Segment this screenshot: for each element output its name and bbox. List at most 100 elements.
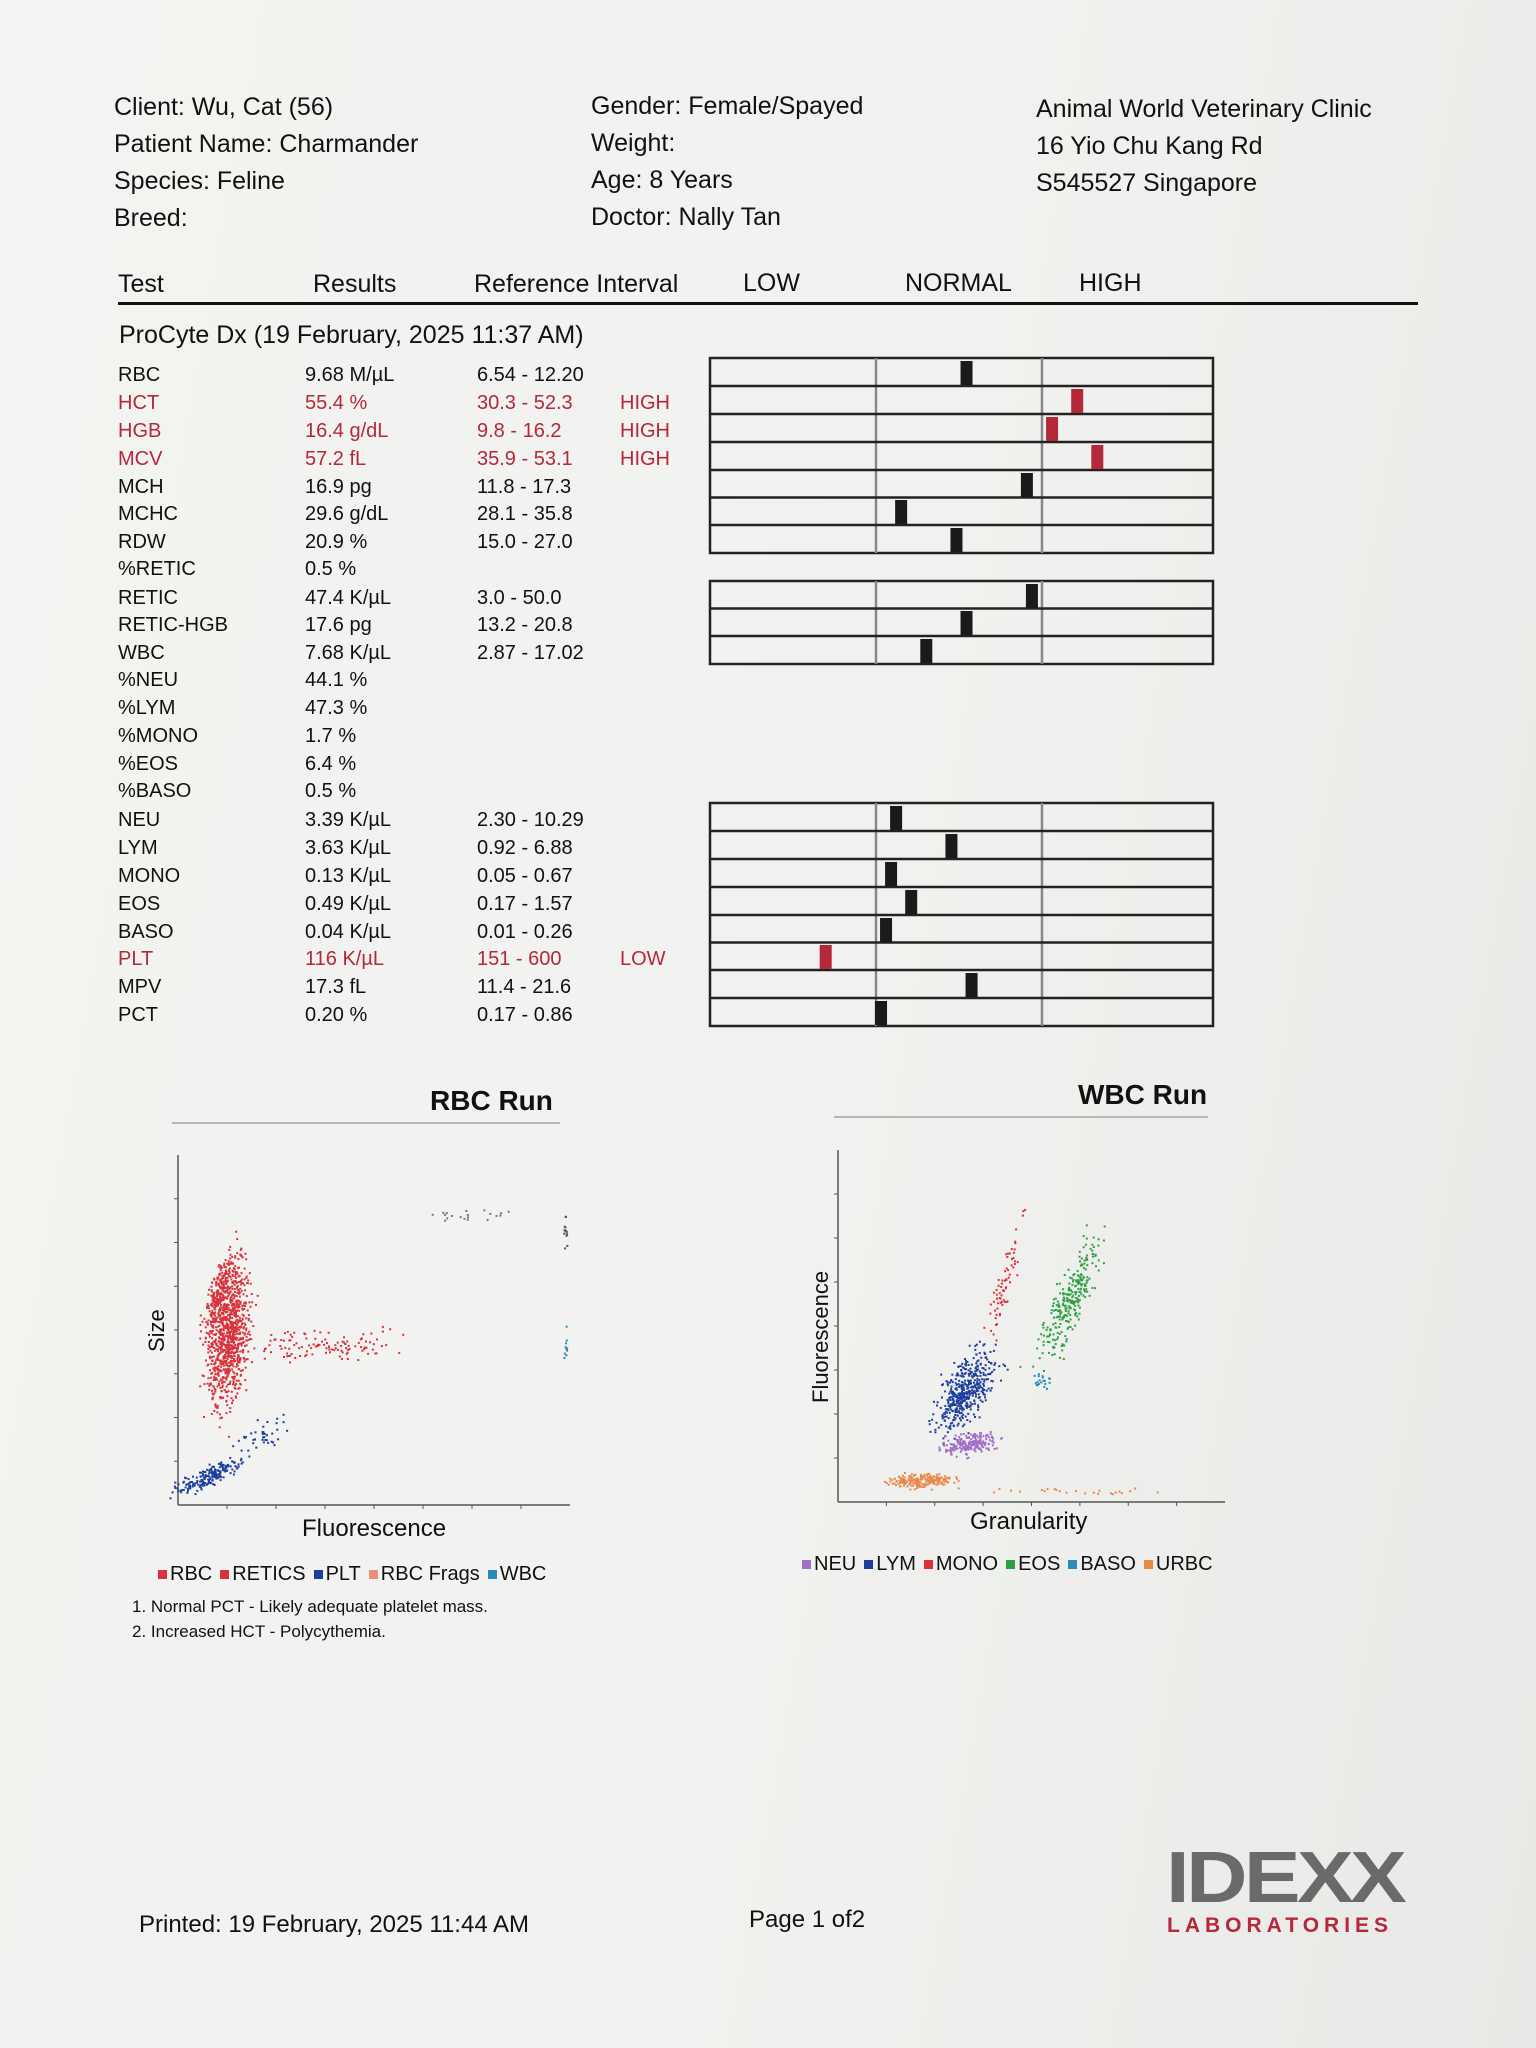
test-name: RETIC-HGB xyxy=(118,614,228,636)
test-name: %EOS xyxy=(118,753,179,775)
col-normal: NORMAL xyxy=(905,269,1012,297)
test-result: 6.4 % xyxy=(305,753,357,775)
result-row: HGB 16.4 g/dL 9.8 - 16.2 HIGH xyxy=(0,420,1536,448)
patient-details: Gender: Female/Spayed Weight: Age: 8 Yea… xyxy=(591,88,863,236)
test-name: MCV xyxy=(118,448,163,470)
col-low: LOW xyxy=(743,269,800,297)
gauge-marker-eos xyxy=(905,890,918,914)
reference-range: 2.30 - 10.29 xyxy=(477,809,584,831)
reference-range: 15.0 - 27.0 xyxy=(477,531,573,553)
legend-swatch xyxy=(1068,1560,1078,1570)
legend-item: EOS xyxy=(1006,1553,1064,1575)
legend-label: URBC xyxy=(1155,1553,1213,1575)
wbc-legend: NEU LYM MONO EOS BASO URBC xyxy=(802,1553,1221,1576)
legend-label: LYM xyxy=(876,1553,916,1575)
col-high: HIGH xyxy=(1079,269,1142,297)
col-results: Results xyxy=(313,270,397,298)
result-row: PLT 116 K/µL 151 - 600 LOW xyxy=(0,948,1536,976)
gauge-marker-rbc xyxy=(960,361,973,385)
reference-range: 3.0 - 50.0 xyxy=(477,587,562,609)
legend-label: BASO xyxy=(1080,1553,1136,1575)
gauge-marker-retic xyxy=(1025,584,1038,608)
legend-swatch xyxy=(864,1560,874,1570)
scatter-cluster xyxy=(431,1209,510,1222)
legend-swatch xyxy=(923,1560,933,1570)
legend-label: EOS xyxy=(1018,1553,1061,1575)
doctor: Doctor: Nally Tan xyxy=(591,203,781,231)
test-name: RBC xyxy=(118,364,161,386)
reference-range: 30.3 - 52.3 xyxy=(477,392,573,414)
rbc-scatter-plot xyxy=(169,1155,570,1509)
scatter-cluster xyxy=(983,1208,1027,1342)
weight: Weight: xyxy=(591,129,676,157)
result-row: RETIC-HGB 17.6 pg 13.2 - 20.8 xyxy=(0,614,1536,642)
scatter-cluster xyxy=(199,1245,240,1347)
test-name: MCHC xyxy=(118,503,178,525)
wbc-x-label: Granularity xyxy=(970,1508,1088,1535)
result-row: MONO 0.13 K/µL 0.05 - 0.67 xyxy=(0,865,1536,893)
reference-range: 6.54 - 12.20 xyxy=(477,364,584,386)
range-gauges xyxy=(708,356,1215,1028)
test-result: 29.6 g/dL xyxy=(305,503,389,525)
gauge-box xyxy=(708,579,1215,666)
reference-range: 0.92 - 6.88 xyxy=(477,837,573,859)
test-name: MONO xyxy=(118,865,181,887)
test-name: PCT xyxy=(118,1004,158,1026)
test-result: 55.4 % xyxy=(305,392,368,414)
scatter-cluster xyxy=(563,1325,569,1359)
test-name: PLT xyxy=(118,948,154,970)
result-row: RETIC 47.4 K/µL 3.0 - 50.0 xyxy=(0,587,1536,615)
test-name: %MONO xyxy=(118,725,198,747)
header-divider xyxy=(118,302,1418,305)
result-row: EOS 0.49 K/µL 0.17 - 1.57 xyxy=(0,893,1536,921)
gauge-marker-wbc xyxy=(920,639,933,663)
result-row: %NEU 44.1 % xyxy=(0,669,1536,697)
gauge-marker-mpv xyxy=(965,973,978,997)
legend-swatch xyxy=(220,1570,230,1580)
wbc-y-label: Fluorescence xyxy=(808,1270,833,1403)
test-name: MPV xyxy=(118,976,162,998)
rbc-legend: RBC RETICS PLT RBC Frags WBC xyxy=(158,1563,554,1586)
reference-range: 13.2 - 20.8 xyxy=(477,614,573,636)
legend-item: RBC Frags xyxy=(368,1563,484,1585)
result-flag: HIGH xyxy=(620,448,670,470)
test-name: NEU xyxy=(118,809,161,831)
legend-item: RETICS xyxy=(220,1563,309,1585)
test-name: WBC xyxy=(118,642,165,664)
legend-swatch xyxy=(158,1570,167,1580)
result-row: LYM 3.63 K/µL 0.92 - 6.88 xyxy=(0,837,1536,865)
notes: 1. Normal PCT - Likely adequate platelet… xyxy=(132,1594,488,1644)
patient-name: Patient Name: Charmander xyxy=(114,130,419,158)
result-row: %RETIC 0.5 % xyxy=(0,558,1536,586)
legend-label: MONO xyxy=(935,1553,999,1575)
test-name: LYM xyxy=(118,837,158,859)
result-flag: HIGH xyxy=(620,392,670,414)
reference-range: 0.17 - 1.57 xyxy=(477,893,573,915)
test-result: 17.6 pg xyxy=(305,614,372,636)
test-result: 57.2 fL xyxy=(305,448,367,470)
note-2: 2. Increased HCT - Polycythemia. xyxy=(132,1622,386,1641)
wbc-title-rule xyxy=(834,1116,1208,1118)
gender: Gender: Female/Spayed xyxy=(591,92,864,120)
rbc-title-rule xyxy=(172,1122,560,1124)
species: Species: Feline xyxy=(114,167,285,195)
legend-item: RBC xyxy=(158,1563,216,1585)
col-test: Test xyxy=(118,270,164,298)
scatter-cluster xyxy=(169,1455,251,1500)
test-result: 0.5 % xyxy=(305,558,357,580)
legend-swatch xyxy=(802,1560,811,1570)
clinic-name: Animal World Veterinary Clinic xyxy=(1036,95,1372,123)
test-name: EOS xyxy=(118,893,161,915)
test-result: 0.13 K/µL xyxy=(305,865,392,887)
test-name: MCH xyxy=(118,476,164,498)
breed: Breed: xyxy=(114,204,188,232)
legend-item: MONO xyxy=(923,1553,1002,1575)
test-result: 16.4 g/dL xyxy=(305,420,389,442)
test-result: 0.04 K/µL xyxy=(305,921,392,943)
test-name: BASO xyxy=(118,921,174,943)
result-flag: HIGH xyxy=(620,420,670,442)
client-info: Client: Wu, Cat (56) Patient Name: Charm… xyxy=(114,89,418,237)
gauge-marker-mono xyxy=(885,862,898,886)
reference-range: 151 - 600 xyxy=(477,948,562,970)
legend-swatch xyxy=(1143,1560,1153,1570)
